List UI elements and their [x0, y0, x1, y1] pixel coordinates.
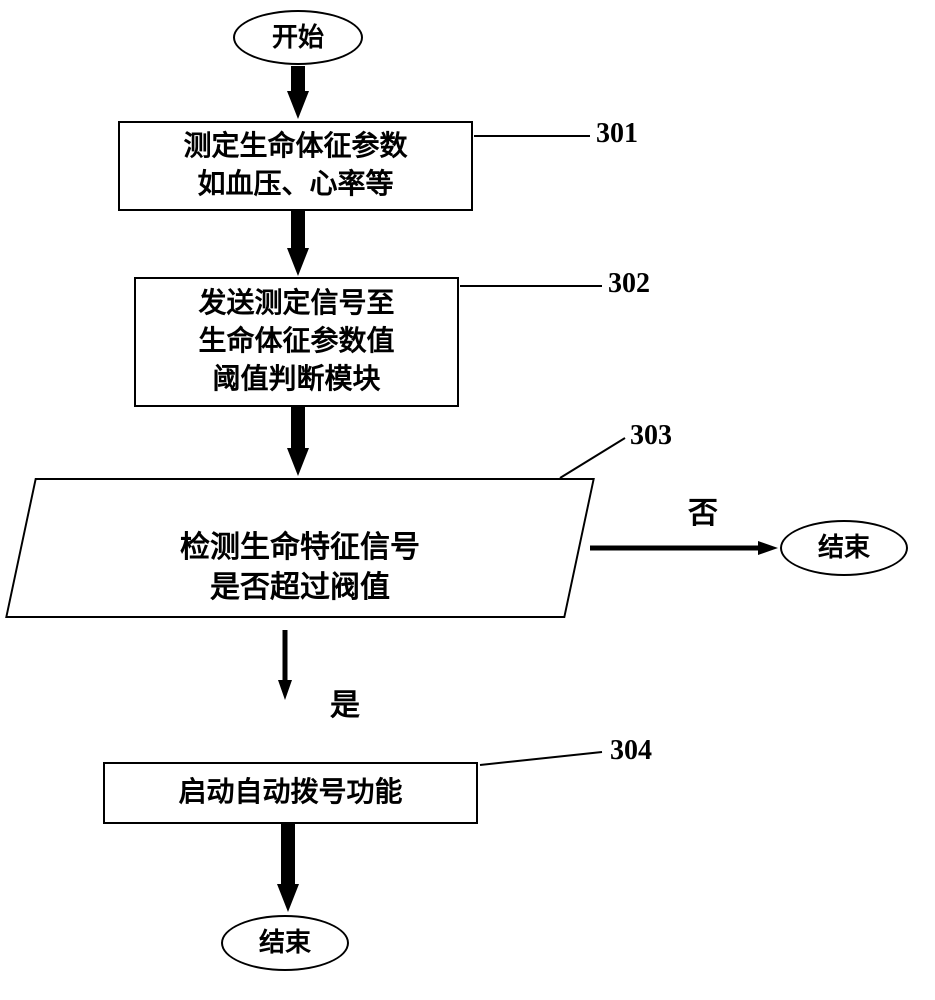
- ref-301: 301: [596, 118, 638, 150]
- terminal-start: 开始: [233, 10, 363, 65]
- terminal-end-bottom-label: 结束: [259, 925, 311, 960]
- decision-303: 检测生命特征信号 是否超过阀值: [5, 478, 595, 618]
- edge-label-yes: 是: [330, 680, 360, 724]
- process-302-label: 发送测定信号至 生命体征参数值 阈值判断模块: [198, 285, 394, 398]
- flowchart-canvas: 开始 测定生命体征参数 如血压、心率等 发送测定信号至 生命体征参数值 阈值判断…: [0, 0, 935, 1000]
- ref-302: 302: [608, 268, 650, 300]
- ref-304: 304: [610, 735, 652, 767]
- terminal-start-label: 开始: [272, 20, 324, 55]
- ref-303: 303: [630, 420, 672, 452]
- process-304: 启动自动拨号功能: [103, 762, 478, 824]
- edge-label-no: 否: [688, 488, 718, 532]
- process-304-label: 启动自动拨号功能: [178, 774, 402, 812]
- decision-303-label: 检测生命特征信号 是否超过阀值: [180, 531, 420, 605]
- terminal-end-right: 结束: [780, 520, 908, 576]
- terminal-end-right-label: 结束: [818, 530, 870, 565]
- terminal-end-bottom: 结束: [221, 915, 349, 971]
- process-302: 发送测定信号至 生命体征参数值 阈值判断模块: [134, 277, 459, 407]
- process-301-label: 测定生命体征参数 如血压、心率等: [183, 128, 407, 204]
- process-301: 测定生命体征参数 如血压、心率等: [118, 121, 473, 211]
